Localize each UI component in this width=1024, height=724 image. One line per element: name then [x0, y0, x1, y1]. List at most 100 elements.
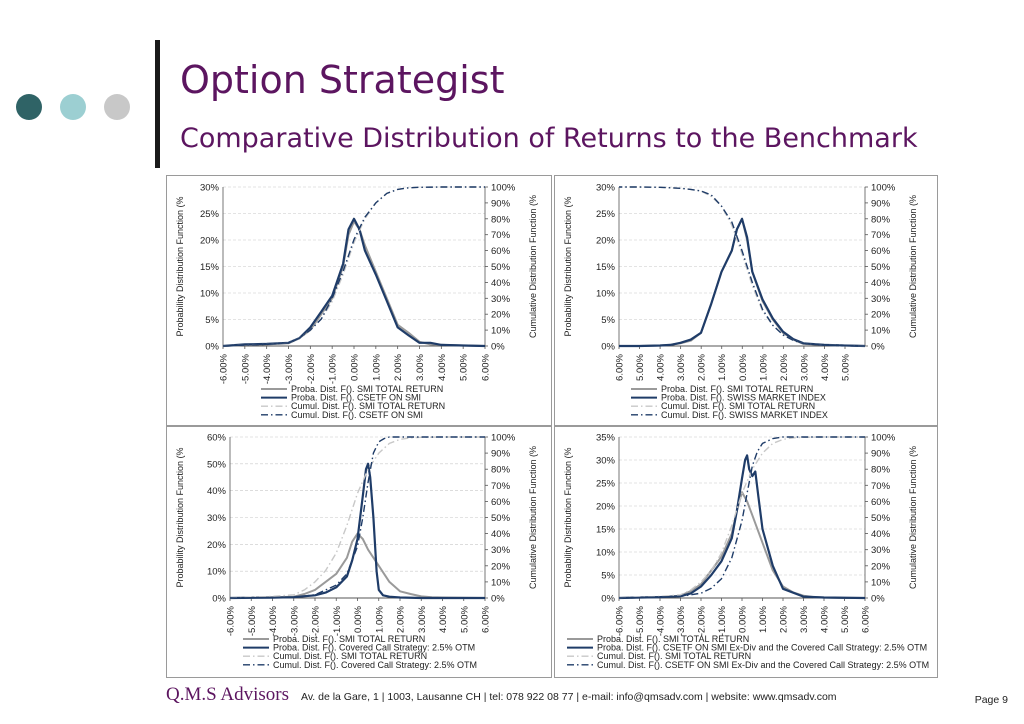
- page-subtitle: Comparative Distribution of Returns to t…: [180, 123, 918, 154]
- y2-tick-label: 0%: [491, 342, 505, 353]
- y2-tick-label: 80%: [871, 214, 891, 225]
- series-line-4: [619, 186, 866, 347]
- y-tick-label: 60%: [207, 433, 227, 444]
- x-tick-label: 2.00%: [396, 605, 407, 632]
- y-tick-label: 15%: [200, 262, 220, 273]
- legend-label: Cumul. Dist. F(). SMI TOTAL RETURN: [597, 651, 751, 661]
- series-line-3: [618, 436, 865, 599]
- y-tick-label: 30%: [207, 513, 227, 524]
- y2-tick-label: 20%: [871, 561, 891, 572]
- legend-label: Cumul. Dist. F(). SWISS MARKET INDEX: [661, 410, 828, 420]
- x-tick-label: 3.00%: [415, 353, 426, 380]
- y-tick-label: 40%: [207, 486, 227, 497]
- y2-axis-title: Cumulative Distribution Function (%: [908, 195, 918, 338]
- y2-tick-label: 10%: [871, 326, 891, 337]
- x-tick-label: 2.00%: [779, 605, 790, 632]
- legend-label: Proba. Dist. F(). CSETF ON SMI: [291, 393, 421, 403]
- x-tick-label: 6.00%: [615, 353, 626, 380]
- legend-label: Proba. Dist. F(). SWISS MARKET INDEX: [661, 393, 826, 403]
- series-line-2: [222, 217, 486, 348]
- y2-tick-label: 70%: [871, 481, 891, 492]
- legend-label: Proba. Dist. F(). Covered Call Strategy:…: [273, 643, 475, 653]
- x-tick-label: -5.00%: [635, 605, 646, 636]
- chart-svg-3: 0% 10% 20% 30% 40% 50% 60% 0% 10% 20% 30% 40% 50% 60%…: [175, 433, 538, 670]
- y-tick-label: 20%: [596, 502, 616, 513]
- legend-label: Cumul. Dist. F(). Covered Call Strategy:…: [273, 660, 477, 670]
- y-tick-label: 0%: [205, 342, 219, 353]
- x-tick-label: -5.00%: [240, 353, 251, 384]
- y2-tick-label: 0%: [871, 342, 885, 353]
- y2-axis-title: Cumulative Distribution Function (%: [528, 195, 538, 338]
- legend-label: Cumul. Dist. F(). SMI TOTAL RETURN: [273, 651, 427, 661]
- page-title: Option Strategist: [180, 58, 505, 102]
- x-tick-label: 1.00%: [758, 605, 769, 632]
- x-tick-label: 1.00%: [374, 605, 385, 632]
- legend-label: Proba. Dist. F(). SMI TOTAL RETURN: [661, 384, 813, 394]
- x-tick-label: -1.00%: [332, 605, 343, 636]
- x-tick-label: 0.00%: [353, 605, 364, 632]
- y2-tick-label: 30%: [491, 545, 511, 556]
- y2-tick-label: 70%: [491, 481, 511, 492]
- series-line-4: [229, 436, 485, 599]
- x-tick-label: -6.00%: [226, 605, 237, 636]
- x-tick-label: -1.00%: [717, 605, 728, 636]
- x-tick-label: 5.00%: [840, 605, 851, 632]
- series-line-3: [229, 436, 485, 599]
- x-tick-label: 3.00%: [676, 353, 687, 380]
- x-tick-label: 2.00%: [393, 353, 404, 380]
- x-tick-label: 4.00%: [438, 605, 449, 632]
- legend-label: Cumul. Dist. F(). SMI TOTAL RETURN: [661, 401, 815, 411]
- y-tick-label: 0%: [212, 594, 226, 605]
- x-tick-label: -3.00%: [289, 605, 300, 636]
- y2-tick-label: 30%: [871, 294, 891, 305]
- legend-label: Proba. Dist. F(). SMI TOTAL RETURN: [291, 384, 443, 394]
- y2-tick-label: 50%: [491, 513, 511, 524]
- y2-tick-label: 20%: [491, 561, 511, 572]
- series-line-4: [618, 436, 865, 599]
- x-tick-label: -1.00%: [328, 353, 339, 384]
- y-tick-label: 15%: [596, 262, 616, 273]
- chart-svg-2: 0% 5% 10% 15% 20% 25% 30% 0% 10% 20% 30% 40% 50% 60% 7…: [563, 183, 918, 420]
- y2-tick-label: 60%: [871, 497, 891, 508]
- y-axis-title: Probability Distribution Function (%: [175, 196, 185, 336]
- x-tick-label: -2.00%: [311, 605, 322, 636]
- footer-contact: Av. de la Gare, 1 | 1003, Lausanne CH | …: [301, 691, 837, 703]
- series-line-2: [618, 454, 866, 600]
- chart-panel-4: 0% 5% 10% 15% 20% 25% 30% 35% 0% 10% 20% 30% 40% 50% 6…: [554, 426, 938, 678]
- y-tick-label: 10%: [596, 548, 616, 559]
- y2-tick-label: 90%: [491, 198, 511, 209]
- y-tick-label: 5%: [601, 571, 615, 582]
- legend-label: Cumul. Dist. F(). CSETF ON SMI Ex-Div an…: [597, 660, 929, 670]
- y-axis-title: Probability Distribution Function (%: [563, 196, 573, 336]
- series-line-2: [619, 217, 866, 348]
- legend-label: Cumul. Dist. F(). CSETF ON SMI: [291, 410, 423, 420]
- x-tick-label: 0.00%: [738, 353, 749, 380]
- y2-tick-label: 80%: [491, 465, 511, 476]
- chart-panel-3: 0% 10% 20% 30% 40% 50% 60% 0% 10% 20% 30% 40% 50% 60%…: [166, 426, 552, 678]
- x-tick-label: 4.00%: [820, 353, 831, 380]
- footer-brand: Q.M.S Advisors: [166, 684, 289, 705]
- x-tick-label: 5.00%: [635, 353, 646, 380]
- x-tick-label: 4.00%: [656, 353, 667, 380]
- y2-tick-label: 60%: [491, 497, 511, 508]
- series-line-1: [618, 491, 865, 599]
- y2-tick-label: 50%: [871, 513, 891, 524]
- y2-tick-label: 20%: [491, 310, 511, 321]
- y2-tick-label: 40%: [491, 529, 511, 540]
- x-tick-label: 3.00%: [799, 605, 810, 632]
- y-tick-label: 10%: [207, 567, 227, 578]
- y-tick-label: 30%: [200, 183, 220, 194]
- y-tick-label: 10%: [596, 289, 616, 300]
- y2-tick-label: 50%: [491, 262, 511, 273]
- x-tick-label: -3.00%: [676, 605, 687, 636]
- x-tick-label: -4.00%: [656, 605, 667, 636]
- x-tick-label: -4.00%: [262, 353, 273, 384]
- x-tick-label: 4.00%: [437, 353, 448, 380]
- y2-tick-label: 10%: [491, 326, 511, 337]
- y2-tick-label: 80%: [491, 214, 511, 225]
- y2-tick-label: 40%: [491, 278, 511, 289]
- y2-tick-label: 20%: [871, 310, 891, 321]
- x-tick-label: 5.00%: [841, 353, 852, 380]
- x-tick-label: -3.00%: [284, 353, 295, 384]
- y-tick-label: 5%: [205, 315, 219, 326]
